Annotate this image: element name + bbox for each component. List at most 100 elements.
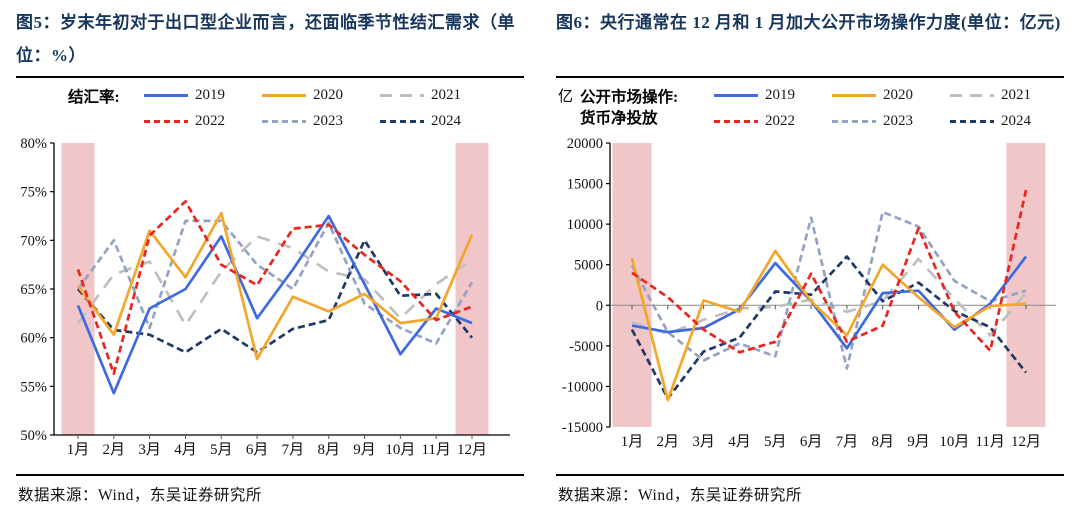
legend-item-2024: 2024 — [950, 113, 1064, 130]
legend-item-2023: 2023 — [832, 113, 946, 130]
legend-item-2019: 2019 — [714, 87, 828, 104]
month-label: 8月 — [317, 442, 340, 458]
month-label: 5月 — [210, 442, 233, 458]
y-tick-label: -15000 — [562, 420, 603, 436]
legend-year-label: 2020 — [313, 87, 343, 103]
legend-year-label: 2023 — [313, 113, 343, 129]
series-line-2021 — [631, 257, 1028, 337]
legend-line-swatch-2024 — [950, 120, 994, 123]
figure6-legend-label-line1: 公开市场操作: — [580, 89, 679, 106]
series-line-2020 — [630, 249, 1027, 402]
y-tick-label: 75% — [20, 185, 47, 201]
figure5-title-divider — [16, 76, 524, 78]
legend-item-2021: 2021 — [380, 87, 494, 104]
month-label: 10月 — [385, 442, 415, 458]
month-label: 2月 — [657, 434, 680, 450]
figure5-legend: 结汇率: 2019 2020 2021 2022 2023 2024 — [16, 87, 524, 133]
legend-year-label: 2024 — [431, 113, 461, 129]
month-label: 2月 — [103, 442, 126, 458]
series-line-2023 — [76, 219, 474, 345]
figure6-legend-label-line2: 货币净投放 — [580, 110, 658, 127]
series-line-2024 — [76, 238, 474, 354]
month-label: 8月 — [871, 434, 894, 450]
legend-line-swatch-2023 — [832, 120, 876, 123]
figure6-line-chart: 20000 15000 10000 5000 0 -5000 -10000 -15000 1月 2… — [562, 136, 1056, 450]
figure5-line-chart: 80% 75% 70% 65% 60% 55% 50% 1月 2月 3月 4月 5月 6月 7月 8月 9月 1… — [20, 136, 510, 458]
legend-item-2023: 2023 — [262, 113, 376, 130]
figure6-chart-area: 20000 15000 10000 5000 0 -5000 -10000 -15000 1月 2… — [556, 133, 1064, 471]
legend-item-2021: 2021 — [950, 87, 1064, 104]
month-label: 9月 — [907, 434, 930, 450]
month-label: 10月 — [939, 434, 969, 450]
legend-year-label: 2023 — [883, 113, 913, 129]
figure5-legend-label-line1: 结汇率: — [68, 89, 120, 106]
series-line-2022 — [76, 200, 473, 376]
legend-year-label: 2022 — [765, 113, 795, 129]
figure5-chart-area: 80% 75% 70% 65% 60% 55% 50% 1月 2月 3月 4月 5月 6月 7月 8月 9月 1… — [16, 133, 524, 471]
month-label: 9月 — [353, 442, 376, 458]
figure6-title: 图6：央行通常在 12 月和 1 月加大公开市场操作力度(单位：亿元) — [556, 13, 1061, 32]
series-line-2019 — [76, 214, 473, 395]
figure6-title-divider — [556, 76, 1064, 78]
series-line-2023 — [630, 210, 1027, 370]
legend-line-swatch-2022 — [144, 120, 188, 123]
legend-line-swatch-2024 — [380, 120, 424, 123]
highlight-band-1月 — [612, 143, 652, 427]
figure5-title: 图5：岁末年初对于出口型企业而言，还面临季节性结汇需求（单位：%） — [16, 13, 515, 65]
legend-item-2020: 2020 — [262, 87, 376, 104]
figure6-panel: 图6：央行通常在 12 月和 1 月加大公开市场操作力度(单位：亿元) 亿 公开… — [540, 0, 1080, 505]
y-tick-label: -10000 — [562, 379, 603, 395]
legend-line-swatch-2019 — [144, 94, 188, 97]
y-tick-label: 80% — [20, 136, 47, 152]
month-label: 3月 — [138, 442, 161, 458]
y-tick-label: 15000 — [567, 177, 603, 193]
legend-line-swatch-2021 — [950, 94, 994, 97]
month-label: 11月 — [421, 442, 450, 458]
month-label: 7月 — [282, 442, 305, 458]
month-label: 1月 — [67, 442, 90, 458]
y-tick-label: 70% — [20, 233, 47, 249]
legend-year-label: 2024 — [1001, 113, 1031, 129]
month-label: 6月 — [800, 434, 823, 450]
legend-year-label: 2021 — [431, 87, 461, 103]
legend-item-2019: 2019 — [144, 87, 258, 104]
legend-line-swatch-2022 — [714, 120, 758, 123]
y-tick-label: 0 — [596, 298, 603, 314]
legend-year-label: 2019 — [195, 87, 225, 103]
month-label: 12月 — [457, 442, 487, 458]
month-label: 3月 — [692, 434, 715, 450]
series-line-2024 — [630, 255, 1028, 400]
legend-line-swatch-2019 — [714, 94, 758, 97]
month-label: 6月 — [246, 442, 269, 458]
figure6-bottom-divider — [556, 474, 1064, 476]
legend-line-swatch-2023 — [262, 120, 306, 123]
figure6-legend-label: 亿 公开市场操作: 货币净投放 — [556, 87, 714, 129]
legend-item-2022: 2022 — [714, 113, 828, 130]
legend-year-label: 2022 — [195, 113, 225, 129]
y-tick-label: 5000 — [574, 258, 603, 274]
y-tick-label: 60% — [20, 331, 47, 347]
figure5-panel: 图5：岁末年初对于出口型企业而言，还面临季节性结汇需求（单位：%） 结汇率: 2… — [16, 13, 524, 504]
figure6-yaxis-unit-label: 亿 — [558, 89, 574, 105]
y-tick-label: 50% — [20, 428, 47, 444]
month-label: 12月 — [1011, 434, 1041, 450]
legend-year-label: 2021 — [1001, 87, 1031, 103]
month-label: 1月 — [621, 434, 644, 450]
y-tick-label: 20000 — [567, 136, 603, 152]
figure5-legend-items: 2019 2020 2021 2022 2023 2024 — [144, 87, 524, 130]
month-label: 11月 — [975, 434, 1004, 450]
series-line-2020 — [76, 211, 474, 361]
figure5-source-text: 数据来源：Wind，东吴证券研究所 — [18, 487, 262, 504]
series-line-2019 — [631, 255, 1028, 350]
legend-line-swatch-2021 — [380, 94, 424, 97]
figure5-bottom-divider — [16, 474, 524, 476]
month-label: 5月 — [764, 434, 787, 450]
legend-line-swatch-2020 — [832, 94, 876, 97]
figure5-legend-label: 结汇率: — [16, 87, 144, 108]
legend-year-label: 2020 — [883, 87, 913, 103]
y-tick-label: -5000 — [569, 339, 603, 355]
legend-item-2024: 2024 — [380, 113, 494, 130]
legend-item-2020: 2020 — [832, 87, 946, 104]
legend-year-label: 2019 — [765, 87, 795, 103]
